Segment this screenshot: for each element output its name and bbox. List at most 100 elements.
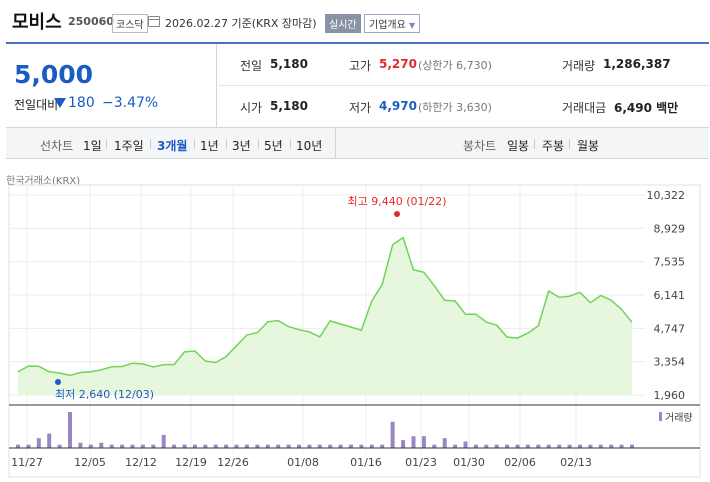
volume-bar xyxy=(557,444,562,448)
current-price: 5,000 xyxy=(14,60,94,89)
volume-bar xyxy=(421,436,426,448)
volume-bar xyxy=(401,440,406,448)
volume-bar xyxy=(338,444,343,448)
period-1w[interactable]: 1주일 xyxy=(114,139,144,153)
y-tick-label: 10,322 xyxy=(647,189,686,202)
volume-legend-label: 거래량 xyxy=(665,412,693,424)
line-chart-label: 선차트 xyxy=(40,139,74,153)
y-tick-label: 8,929 xyxy=(654,222,686,235)
volume-bar xyxy=(120,444,125,448)
divider xyxy=(258,139,259,149)
period-bar: 선차트 1일 1주일 3개월 1년 3년 5년 10년 봉차트 일봉 주봉 월봉 xyxy=(6,128,709,159)
divider xyxy=(194,139,195,149)
period-1y[interactable]: 1년 xyxy=(200,139,219,153)
volume-value: 1,286,387 xyxy=(603,57,671,71)
period-10y[interactable]: 10년 xyxy=(296,139,323,153)
volume-bar xyxy=(578,444,582,448)
volume-bar xyxy=(78,442,83,448)
volume-bar xyxy=(453,444,458,448)
y-tick-label: 6,141 xyxy=(654,289,686,302)
current-price-box: 5,000 전일대비 180 −3.47% xyxy=(6,44,217,128)
x-tick-label: 11/27 xyxy=(11,456,43,469)
volume-bar xyxy=(307,444,312,448)
x-tick-label: 02/13 xyxy=(560,456,592,469)
volume-bar xyxy=(244,444,249,448)
x-tick-label: 01/30 xyxy=(453,456,485,469)
max-point xyxy=(394,211,400,217)
x-tick-label: 01/08 xyxy=(287,456,319,469)
volume-bar xyxy=(57,444,62,448)
volume-bar xyxy=(598,444,603,448)
volume-bar xyxy=(442,438,447,448)
diff-amount: 180 xyxy=(68,95,95,111)
candle-daily[interactable]: 일봉 xyxy=(507,139,530,153)
volume-bar xyxy=(588,444,593,448)
volume-bar xyxy=(203,444,208,448)
open-value: 5,180 xyxy=(270,99,308,113)
volume-bar xyxy=(525,444,530,448)
price-area xyxy=(18,237,632,395)
volume-bar xyxy=(172,444,177,448)
divider xyxy=(106,139,107,149)
volume-label: 거래량 xyxy=(562,59,596,73)
period-1d[interactable]: 1일 xyxy=(83,139,102,153)
down-arrow-icon xyxy=(54,98,66,108)
volume-bar xyxy=(505,444,510,448)
calendar-icon xyxy=(148,16,160,27)
diff-label: 전일대비 xyxy=(14,98,59,112)
volume-bar xyxy=(630,444,634,448)
volume-bar xyxy=(109,444,114,448)
volume-bar xyxy=(99,442,104,448)
period-5y[interactable]: 5년 xyxy=(264,139,283,153)
volume-bar xyxy=(213,444,218,448)
candle-chart-label: 봉차트 xyxy=(463,139,497,153)
chevron-down-icon: ▼ xyxy=(409,21,416,30)
volume-bar xyxy=(349,444,353,448)
volume-bar xyxy=(432,444,437,448)
base-date: 2026.02.27 기준(KRX 장마감) xyxy=(165,17,317,30)
volume-bar xyxy=(567,444,572,448)
realtime-button[interactable]: 실시간 xyxy=(325,14,361,33)
volume-bar xyxy=(609,444,614,448)
period-3m[interactable]: 3개월 xyxy=(157,139,188,153)
max-annotation: 최고 9,440 (01/22) xyxy=(347,195,446,208)
divider xyxy=(226,139,227,149)
stock-code: 250060 xyxy=(68,15,114,28)
low-value: 4,970 xyxy=(379,99,417,113)
volume-bar xyxy=(224,444,229,448)
volume-bar xyxy=(317,444,322,448)
volume-bar xyxy=(619,444,624,448)
x-tick-label: 12/19 xyxy=(175,456,207,469)
price-summary: 5,000 전일대비 180 −3.47% 전일 5,180 고가 5,270 … xyxy=(6,42,709,128)
divider xyxy=(534,139,535,149)
volume-bar xyxy=(297,444,301,448)
x-tick-label: 02/06 xyxy=(504,456,536,469)
volume-bar xyxy=(390,421,395,448)
volume-bar xyxy=(546,444,551,448)
upper-limit: (상한가 6,730) xyxy=(418,59,492,72)
volume-bar xyxy=(411,436,416,448)
volume-bar xyxy=(463,441,468,448)
volume-bar xyxy=(192,444,197,448)
company-info-button[interactable]: 기업개요 ▼ xyxy=(364,14,421,33)
volume-bar xyxy=(130,444,135,448)
stats-row-2: 시가 5,180 저가 4,970 (하한가 3,630) 거래대금 6,490… xyxy=(218,86,709,128)
volume-bar xyxy=(276,444,281,448)
stats-row-1: 전일 5,180 고가 5,270 (상한가 6,730) 거래량 1,286,… xyxy=(218,44,709,86)
x-tick-label: 12/26 xyxy=(217,456,249,469)
y-tick-label: 7,535 xyxy=(654,256,686,269)
volume-bar xyxy=(47,433,52,448)
min-annotation: 최저 2,640 (12/03) xyxy=(55,388,154,401)
volume-bar xyxy=(151,444,156,448)
lower-limit: (하한가 3,630) xyxy=(418,101,492,114)
volume-legend-swatch xyxy=(659,412,662,421)
volume-bar xyxy=(359,444,364,448)
volume-bar xyxy=(473,444,478,448)
trade-amount-label: 거래대금 xyxy=(562,101,607,115)
candle-monthly[interactable]: 월봉 xyxy=(577,139,600,153)
candle-weekly[interactable]: 주봉 xyxy=(542,139,565,153)
market-badge: 코스닥 xyxy=(112,14,148,33)
x-tick-label: 01/16 xyxy=(350,456,382,469)
period-3y[interactable]: 3년 xyxy=(232,139,251,153)
chart-frame xyxy=(8,184,701,478)
